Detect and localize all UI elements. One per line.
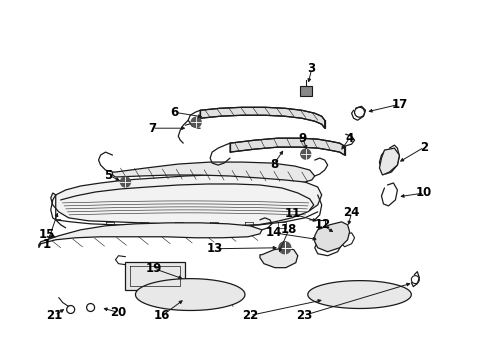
Text: 2: 2 [419, 141, 427, 154]
Text: 15: 15 [39, 228, 55, 241]
Text: 18: 18 [280, 223, 296, 236]
Text: 6: 6 [170, 106, 178, 119]
Text: 13: 13 [206, 242, 223, 255]
Text: 19: 19 [146, 262, 162, 275]
Text: 9: 9 [298, 132, 306, 145]
Text: 10: 10 [415, 186, 431, 199]
Text: 21: 21 [46, 309, 63, 322]
Polygon shape [307, 280, 410, 309]
Text: 3: 3 [307, 62, 315, 75]
FancyBboxPatch shape [299, 86, 311, 96]
Polygon shape [314, 222, 349, 252]
Polygon shape [260, 248, 297, 268]
Text: 11: 11 [284, 207, 300, 220]
Polygon shape [379, 148, 399, 175]
Circle shape [191, 117, 201, 127]
Polygon shape [39, 223, 262, 248]
Polygon shape [229, 138, 344, 155]
Text: 22: 22 [242, 309, 258, 322]
Polygon shape [135, 279, 244, 310]
Polygon shape [51, 175, 321, 226]
Text: 23: 23 [295, 309, 311, 322]
Circle shape [278, 242, 290, 254]
Text: 17: 17 [390, 98, 407, 111]
Polygon shape [112, 162, 314, 182]
Text: 14: 14 [265, 226, 282, 239]
Text: 8: 8 [269, 158, 278, 171]
Text: 1: 1 [42, 238, 51, 251]
Circle shape [120, 177, 130, 187]
Polygon shape [125, 262, 185, 289]
Circle shape [300, 149, 310, 159]
Text: 5: 5 [104, 168, 112, 181]
Text: 16: 16 [154, 309, 170, 322]
Text: 24: 24 [343, 206, 359, 219]
Text: 4: 4 [345, 132, 353, 145]
Text: 20: 20 [110, 306, 126, 319]
Text: 7: 7 [148, 122, 156, 135]
Polygon shape [200, 107, 324, 128]
Text: 12: 12 [314, 218, 330, 231]
